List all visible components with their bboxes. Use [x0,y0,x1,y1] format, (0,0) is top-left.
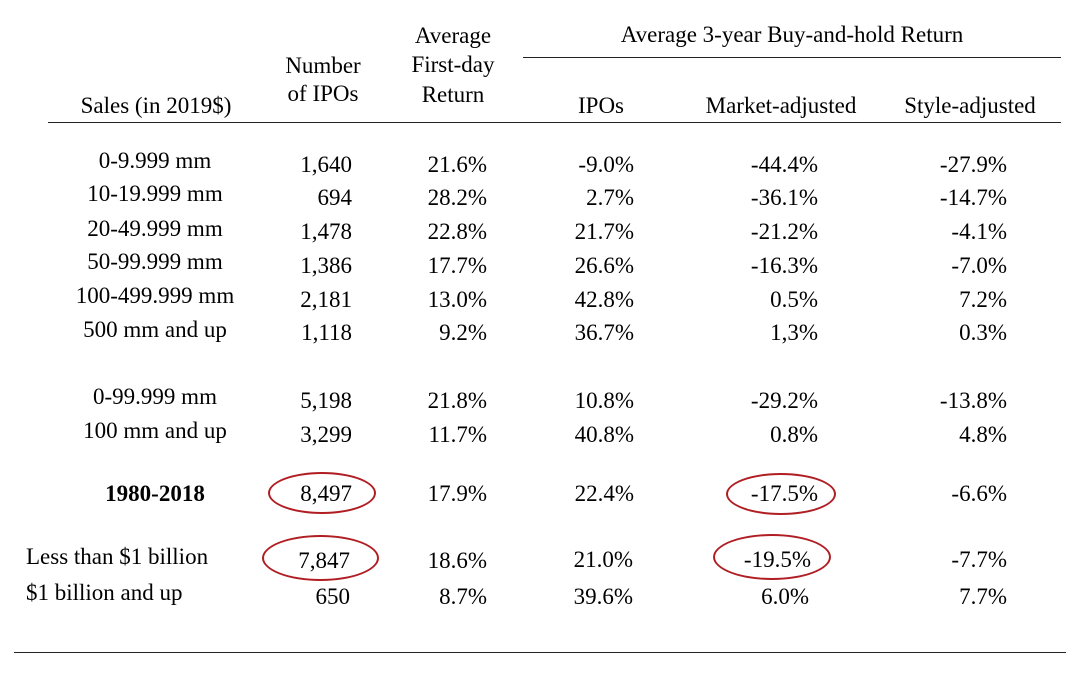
row-number-of-ipos: 1,118 [301,320,352,345]
row-number-of-ipos: 3,299 [300,422,352,447]
row-label: $1 billion and up [26,580,183,605]
highlight-circle-under1b-market-adjusted [713,534,831,580]
row-label: Less than $1 billion [26,544,209,569]
header-bottom-rule [48,122,1061,123]
row-market-adjusted: 0.5% [770,287,818,312]
row-market-adjusted: -29.2% [750,388,818,413]
row-number-of-ipos: 694 [317,185,353,210]
row-label: 0-9.999 mm [98,148,212,173]
header-style-adjusted: Style-adjusted [904,93,1036,118]
row-first-day-return: 11.7% [428,422,487,447]
highlight-circle-under1b-ipos [262,535,379,581]
row-first-day-return: 17.7% [427,253,487,278]
row-market-adjusted: 0.8% [770,422,818,447]
row-ipo-return: -9.0% [578,152,634,177]
row-first-day-return: 21.6% [427,152,487,177]
row-label: 50-99.999 mm [87,249,223,274]
row-style-adjusted: -14.7% [939,185,1007,210]
row-ipo-return: 39.6% [573,584,633,609]
highlight-circle-total-market-adjusted [726,473,836,515]
row-ipo-return: 21.0% [573,547,633,572]
row-first-day-return: 17.9% [427,481,487,506]
row-first-day-return: 22.8% [427,219,487,244]
row-number-of-ipos: 1,478 [300,219,352,244]
row-ipo-return: 40.8% [574,422,634,447]
header-number-line1: Number [285,53,361,78]
header-firstday-line1: Average [414,23,492,48]
row-number-of-ipos: 2,181 [300,287,352,312]
row-ipo-return: 22.4% [574,481,634,506]
row-style-adjusted: -6.6% [951,481,1007,506]
row-style-adjusted: -7.0% [951,253,1007,278]
row-first-day-return: 13.0% [427,287,487,312]
header-group-rule [523,57,1061,58]
row-market-adjusted: 1,3% [770,320,818,345]
row-ipo-return: 42.8% [574,287,634,312]
row-label: 0-99.999 mm [93,384,217,409]
row-ipo-return: 21.7% [574,219,634,244]
row-first-day-return: 28.2% [427,185,487,210]
row-label: 500 mm and up [83,317,227,342]
header-market-adjusted: Market-adjusted [705,93,857,118]
row-label: 10-19.999 mm [87,181,223,206]
row-first-day-return: 21.8% [427,388,487,413]
row-first-day-return: 18.6% [427,548,487,573]
row-number-of-ipos: 650 [315,584,351,609]
row-style-adjusted: -4.1% [951,219,1007,244]
header-firstday-line3: Return [421,82,485,107]
row-ipo-return: 2.7% [586,185,634,210]
row-first-day-return: 9.2% [439,320,487,345]
highlight-circle-total-ipos [268,472,376,514]
row-market-adjusted: -36.1% [750,185,818,210]
row-label: 100-499.999 mm [75,283,235,308]
row-ipo-return: 26.6% [574,253,634,278]
row-market-adjusted: -44.4% [750,152,818,177]
row-ipo-return: 36.7% [574,320,634,345]
row-market-adjusted: 6.0% [761,584,809,609]
row-first-day-return: 8.7% [439,584,487,609]
row-style-adjusted: -13.8% [939,388,1007,413]
row-style-adjusted: 4.8% [959,422,1007,447]
header-number-line2: of IPOs [287,81,359,106]
row-number-of-ipos: 5,198 [300,388,352,413]
row-label-total: 1980-2018 [105,481,205,506]
row-style-adjusted: -27.9% [939,152,1007,177]
row-style-adjusted: 7.2% [959,287,1007,312]
row-number-of-ipos: 1,386 [300,253,352,278]
row-style-adjusted: -7.7% [951,547,1007,572]
row-market-adjusted: -16.3% [750,253,818,278]
header-group-title: Average 3-year Buy-and-hold Return [620,22,964,47]
header-ipos: IPOs [577,93,625,118]
row-style-adjusted: 0.3% [959,320,1007,345]
row-label: 20-49.999 mm [87,216,223,241]
table-bottom-rule [14,652,1066,653]
row-label: 100 mm and up [83,418,227,443]
row-style-adjusted: 7.7% [959,584,1007,609]
header-firstday-line2: First-day [411,52,495,77]
row-market-adjusted: -21.2% [750,219,818,244]
row-number-of-ipos: 1,640 [300,152,352,177]
row-ipo-return: 10.8% [574,388,634,413]
header-sales: Sales (in 2019$) [80,93,232,118]
